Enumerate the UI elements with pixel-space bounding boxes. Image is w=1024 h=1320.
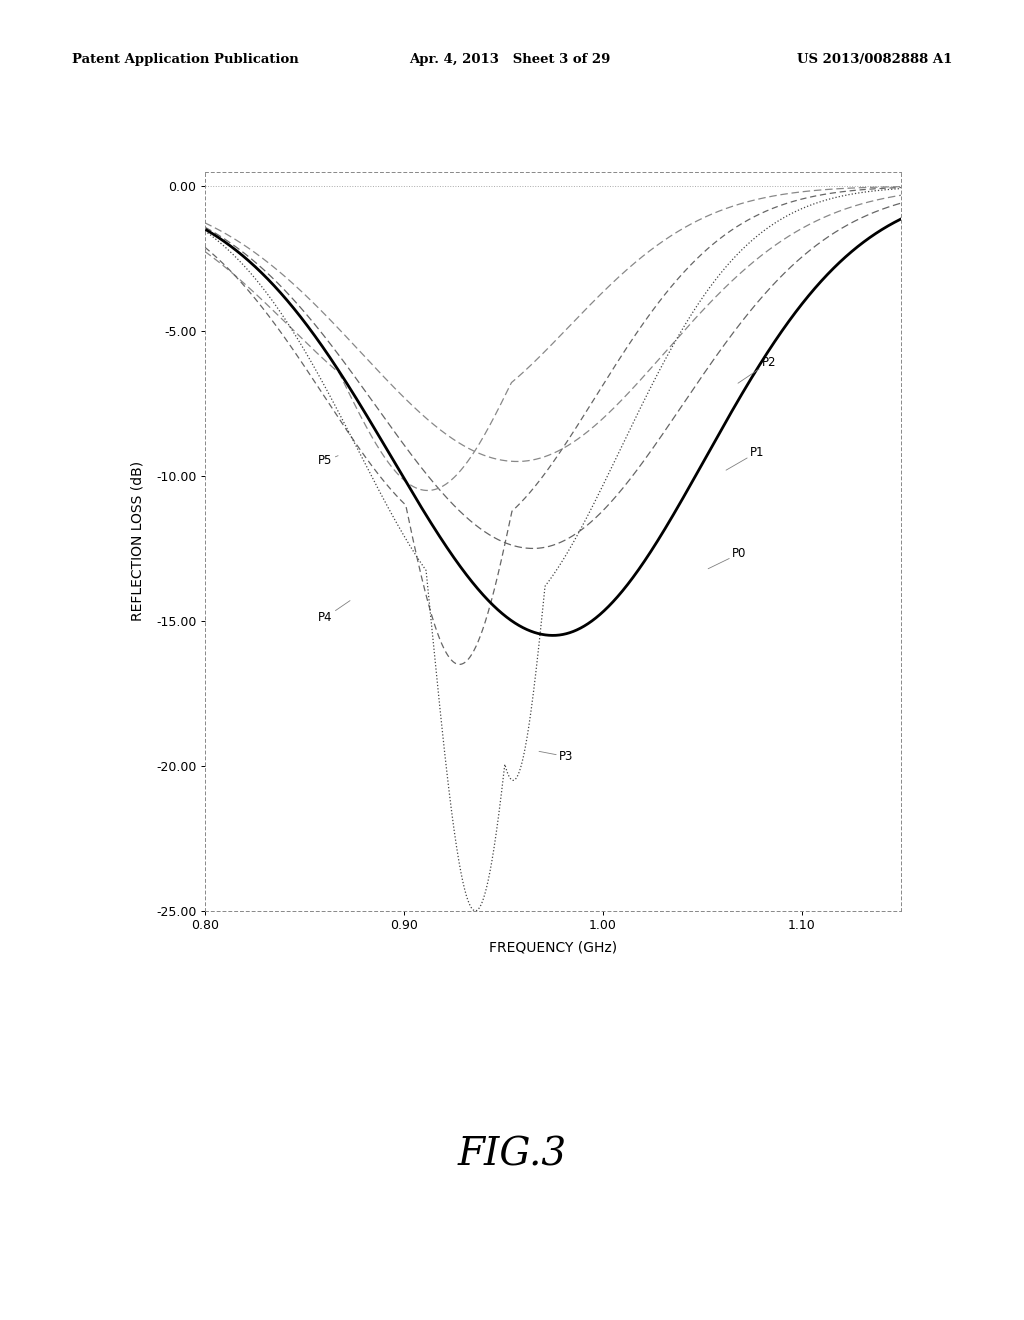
Text: P0: P0 <box>709 548 746 569</box>
Text: P5: P5 <box>318 454 338 467</box>
Text: P1: P1 <box>726 446 765 470</box>
Text: P4: P4 <box>318 601 350 624</box>
Text: Patent Application Publication: Patent Application Publication <box>72 53 298 66</box>
Text: US 2013/0082888 A1: US 2013/0082888 A1 <box>797 53 952 66</box>
Y-axis label: REFLECTION LOSS (dB): REFLECTION LOSS (dB) <box>131 461 145 622</box>
Text: P3: P3 <box>539 750 573 763</box>
Text: P2: P2 <box>738 356 776 383</box>
Text: FIG.3: FIG.3 <box>458 1137 566 1173</box>
X-axis label: FREQUENCY (GHz): FREQUENCY (GHz) <box>488 940 617 954</box>
Text: Apr. 4, 2013   Sheet 3 of 29: Apr. 4, 2013 Sheet 3 of 29 <box>410 53 611 66</box>
